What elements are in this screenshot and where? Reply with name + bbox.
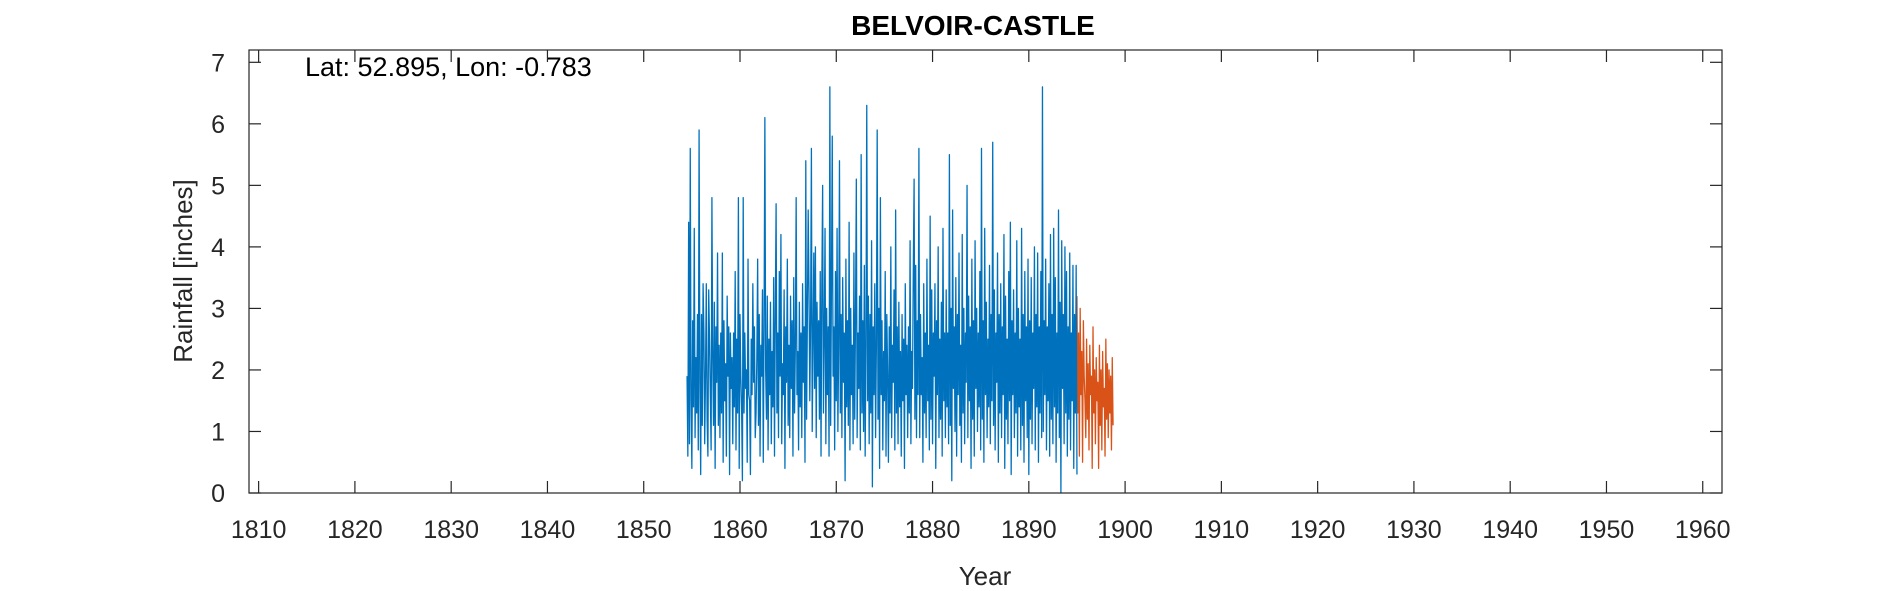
x-tick-label: 1850: [616, 516, 672, 544]
chart-title: BELVOIR-CASTLE: [851, 10, 1095, 41]
plot-area: 1810 1820 1830 1840 1850 1860 1870 1880 1890 1900…: [211, 49, 1730, 544]
x-tick-label: 1880: [905, 516, 961, 544]
x-tick-label: 1860: [712, 516, 768, 544]
location-annotation: Lat: 52.895, Lon: -0.783: [305, 52, 592, 82]
y-tick-label: 5: [211, 172, 225, 200]
y-tick-label: 1: [211, 418, 225, 446]
ticks-layer: 1810 1820 1830 1840 1850 1860 1870 1880 1890 1900…: [211, 49, 1730, 544]
y-tick-label: 0: [211, 480, 225, 508]
axes-box: [248, 49, 1723, 494]
y-tick-label: 3: [211, 295, 225, 323]
x-tick-label: 1940: [1482, 516, 1538, 544]
x-tick-label: 1840: [520, 516, 576, 544]
x-tick-label: 1910: [1194, 516, 1250, 544]
rainfall-series-line-secondary: [1076, 296, 1114, 470]
x-axis-label: Year: [959, 561, 1012, 591]
y-axis-label: Rainfall [inches]: [168, 179, 198, 363]
x-tick-label: 1950: [1579, 516, 1635, 544]
x-tick-label: 1900: [1097, 516, 1153, 544]
y-tick-label: 4: [211, 234, 225, 262]
x-tick-label: 1920: [1290, 516, 1346, 544]
x-tick-label: 1930: [1386, 516, 1442, 544]
rainfall-series-line: [686, 86, 1078, 494]
x-tick-label: 1820: [327, 516, 383, 544]
y-tick-label: 7: [211, 49, 225, 77]
series-layer: [686, 86, 1114, 494]
y-tick-label: 2: [211, 357, 225, 385]
y-tick-label: 6: [211, 111, 225, 139]
x-tick-label: 1960: [1675, 516, 1731, 544]
x-tick-label: 1830: [423, 516, 479, 544]
x-tick-label: 1870: [808, 516, 864, 544]
x-tick-label: 1890: [1001, 516, 1057, 544]
x-tick-label: 1810: [231, 516, 287, 544]
